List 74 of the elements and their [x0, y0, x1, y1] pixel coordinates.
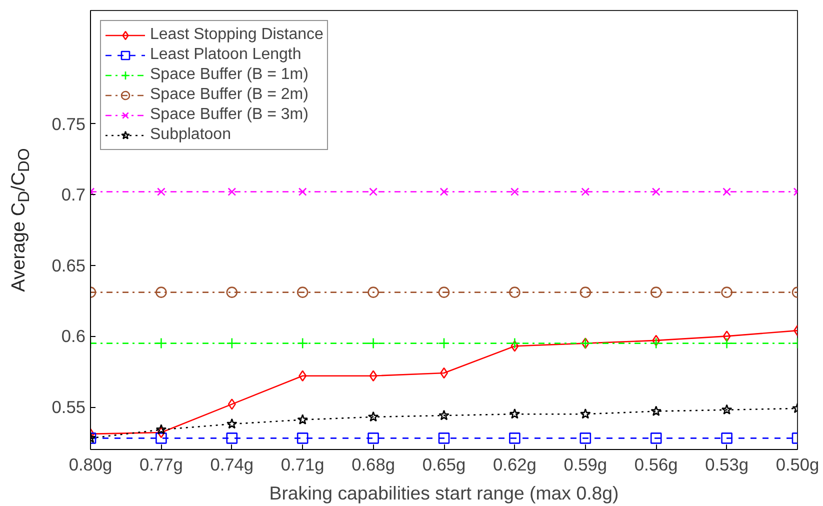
point: [581, 188, 590, 196]
x-tick-label: 0.71g: [280, 454, 324, 474]
point: [438, 338, 450, 349]
point: [650, 338, 662, 349]
point: [369, 370, 378, 382]
point: [228, 398, 236, 410]
point: [369, 188, 378, 196]
point: [652, 334, 660, 346]
point: [722, 330, 731, 342]
point: [509, 338, 520, 349]
x-tick-label: 0.74g: [210, 454, 254, 474]
point: [510, 188, 519, 196]
x-tick-label: 0.50g: [776, 454, 820, 474]
point: [438, 286, 450, 298]
point: [226, 338, 238, 349]
point: [156, 432, 167, 444]
point: [156, 338, 167, 349]
point: [510, 340, 519, 352]
point: [650, 286, 662, 298]
point: [721, 338, 732, 349]
point: [509, 408, 520, 419]
point: [650, 432, 662, 444]
point: [296, 338, 308, 349]
y-tick-label: 0.55: [52, 397, 86, 418]
point: [298, 188, 307, 196]
point: [580, 408, 591, 419]
point: [440, 188, 448, 196]
legend-label: Least Platoon Length: [150, 46, 302, 64]
point: [580, 286, 592, 298]
point: [296, 286, 308, 298]
y-tick-label: 0.75: [52, 114, 86, 134]
point: [368, 286, 379, 298]
legend-label: Subplatoon: [150, 126, 231, 144]
point: [650, 406, 662, 416]
point: [228, 188, 236, 196]
point: [652, 188, 660, 196]
x-tick-label: 0.80g: [68, 454, 112, 474]
point: [156, 424, 167, 434]
legend-label: Space Buffer (B = 3m): [150, 106, 308, 124]
x-tick-label: 0.65g: [422, 454, 466, 474]
point: [368, 338, 379, 349]
point: [156, 286, 167, 298]
y-tick-label: 0.6: [61, 326, 86, 346]
point: [368, 432, 379, 444]
x-tick-label: 0.77g: [140, 454, 183, 474]
point: [226, 432, 238, 444]
x-axis-title: Braking capabilities start range (max 0.8g): [269, 482, 619, 504]
x-tick-label: 0.53g: [705, 454, 748, 474]
point: [296, 432, 308, 444]
point: [157, 188, 166, 196]
point: [721, 432, 732, 444]
x-tick-label: 0.62g: [493, 454, 536, 474]
legend-label: Space Buffer (B = 2m): [150, 86, 308, 104]
point: [509, 432, 520, 444]
point: [297, 414, 308, 424]
legend-label: Space Buffer (B = 1m): [150, 66, 308, 84]
y-tick-label: 0.7: [61, 184, 86, 205]
point: [368, 411, 379, 422]
point: [438, 432, 450, 444]
point: [509, 286, 520, 298]
legend-label: Least Stopping Distance: [150, 26, 324, 44]
x-tick-label: 0.59g: [564, 454, 608, 474]
point: [438, 410, 450, 420]
point: [580, 432, 592, 444]
point: [226, 418, 238, 429]
point: [298, 370, 307, 382]
x-tick-label: 0.56g: [634, 454, 678, 474]
y-tick-label: 0.65: [52, 255, 86, 276]
point: [721, 286, 732, 298]
point: [721, 404, 732, 415]
point: [157, 426, 166, 438]
x-tick-label: 0.68g: [352, 454, 395, 474]
point: [722, 188, 731, 196]
point: [226, 286, 238, 298]
